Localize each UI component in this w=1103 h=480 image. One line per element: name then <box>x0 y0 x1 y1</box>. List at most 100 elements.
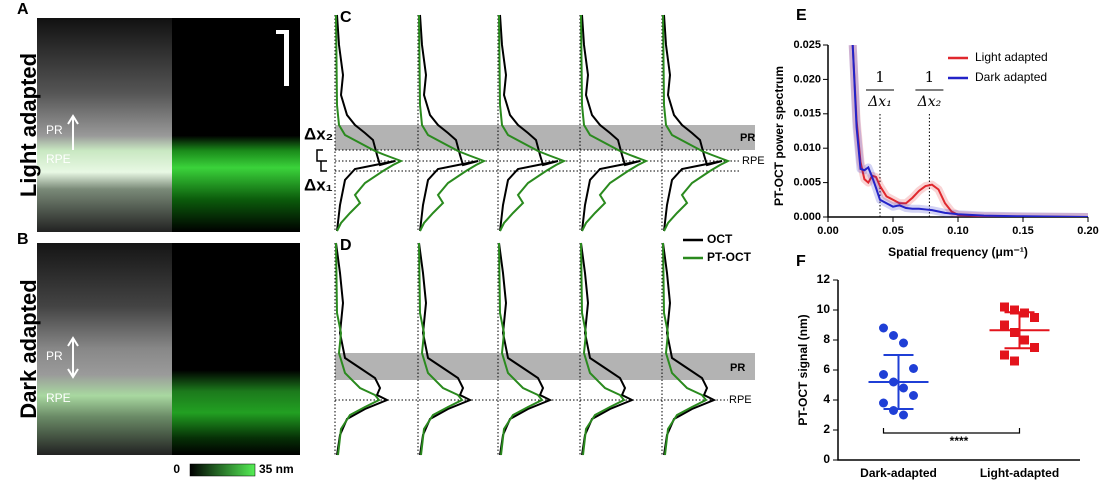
y-axis-label: PT-OCT power spectrum <box>772 66 786 206</box>
pt-oct-profile <box>336 15 401 231</box>
x-tick-label: 0.15 <box>1012 225 1033 237</box>
pt-oct-image <box>172 18 300 232</box>
y-tick-label: 0.020 <box>793 73 821 85</box>
annotation-numerator: 1 <box>875 68 885 86</box>
oct-profile <box>664 15 722 231</box>
y-tick-label: 0.010 <box>793 142 821 154</box>
profile-panel-c: PR RPE Δx₂ Δx₁ <box>304 15 765 232</box>
point <box>879 370 888 379</box>
scale-bar <box>276 30 289 34</box>
x-tick-label: 0.20 <box>1077 225 1098 237</box>
point <box>1010 357 1019 366</box>
panel-title: Dark adapted <box>16 279 41 418</box>
pt-oct-image <box>172 243 300 455</box>
point <box>899 384 908 393</box>
confidence-band <box>853 45 1088 217</box>
oct-profile <box>582 15 640 231</box>
y-tick-label: 0.005 <box>793 177 821 189</box>
profile-legend: OCT PT-OCT <box>683 232 752 264</box>
oct-profile <box>420 15 478 231</box>
point <box>909 391 918 400</box>
point <box>879 324 888 333</box>
scale-bar <box>284 30 289 86</box>
rpe-label: RPE <box>46 152 71 166</box>
image-panel-a: PR RPE Light adapted <box>16 18 300 232</box>
y-tick-label: 0.025 <box>793 39 821 51</box>
panel-letter: F <box>796 253 806 270</box>
annotation-denominator: Δx₁ <box>867 94 892 110</box>
y-tick-label: 0.000 <box>793 211 821 223</box>
x-tick-label: 0.05 <box>882 225 903 237</box>
y-tick-label: 2 <box>823 422 830 436</box>
y-tick-label: 6 <box>823 362 830 376</box>
series-line <box>853 45 1088 217</box>
pr-band <box>335 353 755 380</box>
layer-label: PR <box>740 132 755 144</box>
point <box>889 406 898 415</box>
axes <box>828 45 1088 217</box>
panel-letter: A <box>17 1 29 18</box>
spacing-label: Δx₂ <box>304 124 333 143</box>
figure: PR RPE Light adapted PR RPE Dark adapted… <box>0 0 1103 480</box>
point <box>1020 336 1029 345</box>
layer-label: RPE <box>729 394 752 406</box>
point <box>1000 321 1009 330</box>
colorbar: 0 35 nm <box>173 462 293 476</box>
profile-panel-d: PR RPE <box>335 243 755 455</box>
oct-profile <box>500 15 558 231</box>
point <box>1000 351 1009 360</box>
spacing-label: Δx₁ <box>304 175 333 194</box>
point <box>1030 313 1039 322</box>
colorbar-min: 0 <box>173 462 180 476</box>
image-panel-b: PR RPE Dark adapted <box>16 243 300 455</box>
layer-label: PR <box>730 362 745 374</box>
x-axis-label: Spatial frequency (μm⁻¹) <box>888 245 1028 259</box>
pt-oct-profile <box>581 15 646 231</box>
y-tick-label: 0 <box>823 452 830 466</box>
significance-bracket <box>884 428 1020 433</box>
panel-letter: C <box>340 9 352 26</box>
y-axis-label: PT-OCT signal (nm) <box>796 314 810 425</box>
y-tick-label: 10 <box>817 302 831 316</box>
y-tick-label: 4 <box>823 392 830 406</box>
x-tick-label: Dark-adapted <box>860 466 937 480</box>
point <box>899 411 908 420</box>
y-tick-label: 12 <box>817 272 831 286</box>
oct-profile <box>337 15 395 231</box>
annotation-numerator: 1 <box>925 68 935 86</box>
spectrum-chart: 0.000 0.005 0.010 0.015 0.020 0.025 0.00 0.05 0.… <box>772 39 1099 259</box>
point <box>889 331 898 340</box>
x-tick-label: 0.00 <box>817 225 838 237</box>
rpe-label: RPE <box>46 391 71 405</box>
legend-label: PT-OCT <box>707 250 752 264</box>
pr-label: PR <box>46 123 63 137</box>
pt-oct-profile <box>499 15 564 231</box>
colorbar-gradient <box>190 464 255 476</box>
pt-oct-profile <box>663 15 728 231</box>
panel-letter: B <box>17 231 29 248</box>
bracket <box>317 150 327 171</box>
annotation-denominator: Δx₂ <box>917 94 942 110</box>
point <box>879 399 888 408</box>
point <box>899 339 908 348</box>
confidence-band <box>853 45 1088 217</box>
series-line <box>853 45 1088 217</box>
legend-label: Light adapted <box>975 50 1048 64</box>
x-tick-label: 0.10 <box>947 225 968 237</box>
colorbar-max: 35 nm <box>259 462 294 476</box>
panel-letter: D <box>340 237 352 254</box>
signal-chart: 0 2 4 6 8 10 12 PT-OCT signal (nm) Dark-adapted L… <box>796 272 1080 480</box>
panel-title: Light adapted <box>16 53 41 197</box>
pr-label: PR <box>46 349 63 363</box>
legend-label: OCT <box>707 232 733 246</box>
x-tick-label: Light-adapted <box>980 466 1059 480</box>
point <box>1000 303 1009 312</box>
panel-letter: E <box>796 7 807 24</box>
y-tick-label: 0.015 <box>793 108 821 120</box>
significance-label: **** <box>950 434 969 448</box>
point <box>909 364 918 373</box>
legend-label: Dark adapted <box>975 70 1047 84</box>
layer-label: RPE <box>742 155 765 167</box>
pt-oct-profile <box>419 15 484 231</box>
y-tick-label: 8 <box>823 332 830 346</box>
